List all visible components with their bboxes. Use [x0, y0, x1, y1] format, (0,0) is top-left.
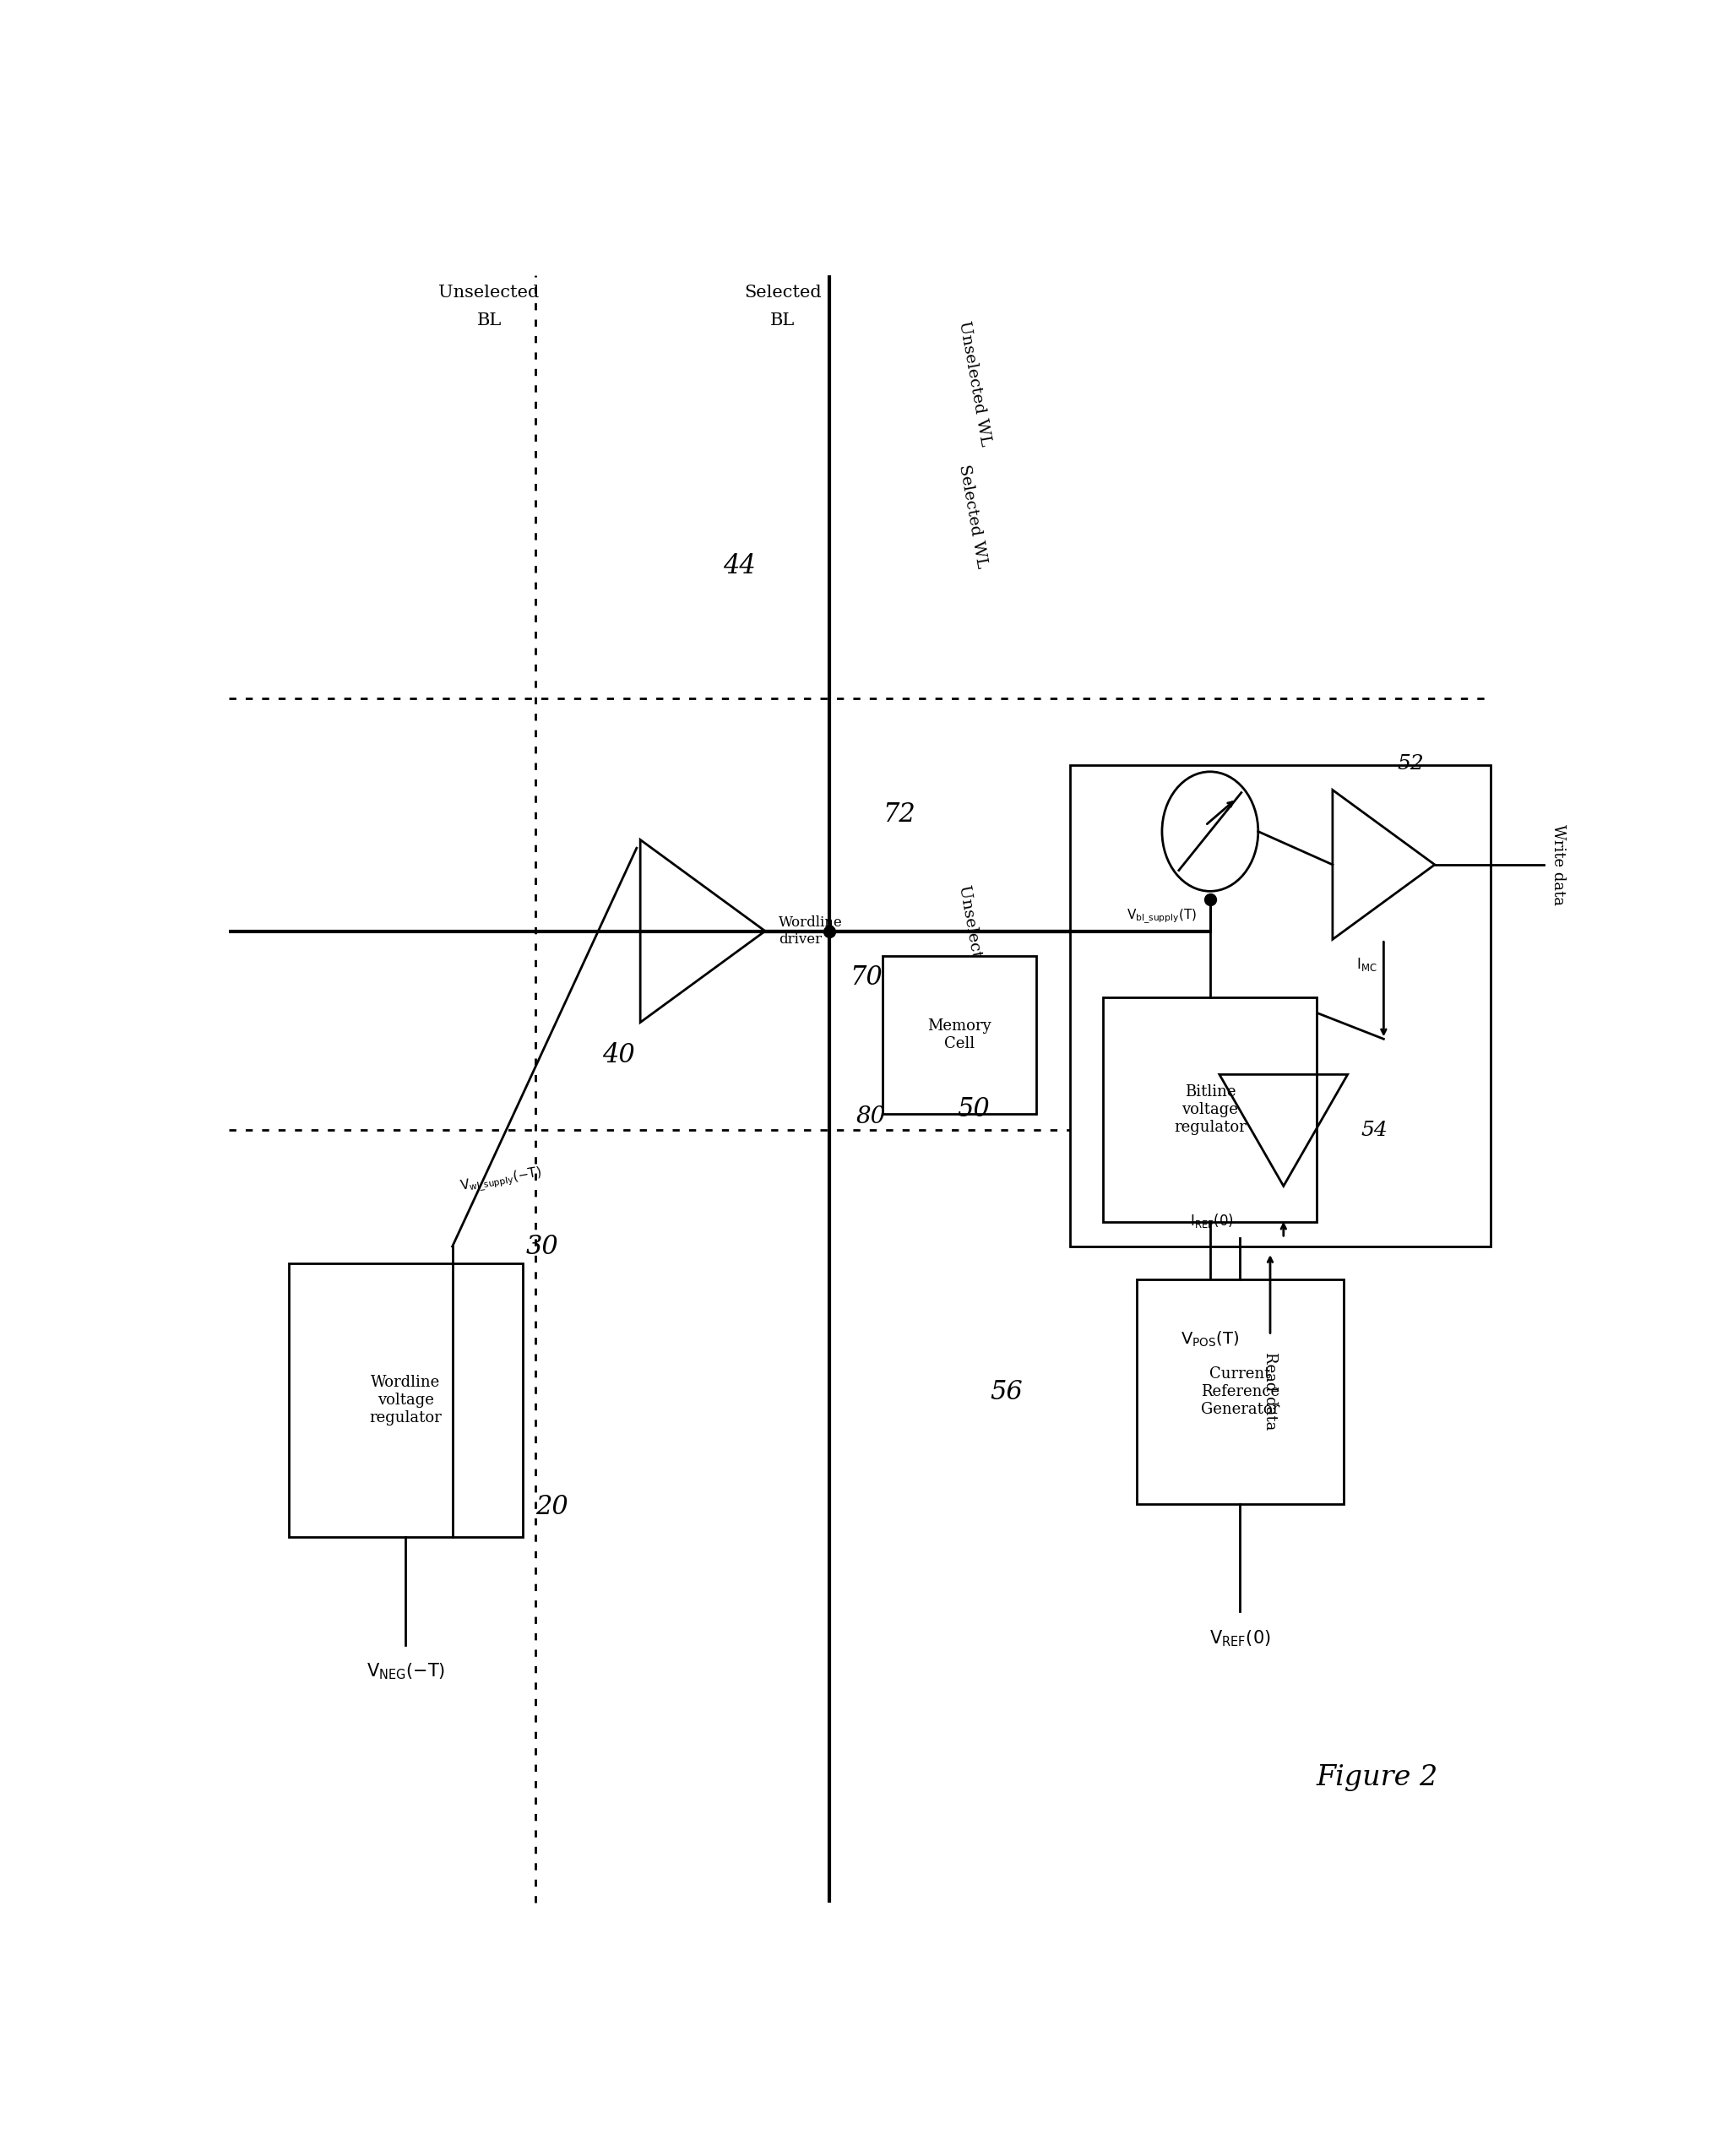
- Text: 56: 56: [990, 1378, 1023, 1406]
- Text: Current
Reference
Generator: Current Reference Generator: [1200, 1367, 1279, 1416]
- Bar: [289, 1263, 522, 1537]
- Text: Memory
Cell: Memory Cell: [928, 1018, 992, 1052]
- Text: BL: BL: [477, 313, 501, 328]
- Bar: [1137, 1281, 1343, 1505]
- Text: $\mathsf{V_{bl\_supply}(T)}$: $\mathsf{V_{bl\_supply}(T)}$: [1126, 908, 1197, 925]
- Text: 54: 54: [1360, 1121, 1388, 1141]
- Text: Unselected: Unselected: [439, 285, 539, 300]
- Text: $\mathsf{V_{REF}(0)}$: $\mathsf{V_{REF}(0)}$: [1209, 1628, 1271, 1647]
- Text: 42: 42: [882, 1018, 914, 1044]
- Bar: [1254, 1000, 1312, 1074]
- Text: Wordline
driver: Wordline driver: [778, 916, 842, 946]
- Text: $\mathsf{V_{POS}(T)}$: $\mathsf{V_{POS}(T)}$: [1180, 1330, 1238, 1348]
- Text: Wordline
voltage
regulator: Wordline voltage regulator: [369, 1376, 441, 1425]
- Text: Bitline
voltage
regulator: Bitline voltage regulator: [1173, 1084, 1245, 1134]
- Text: BL: BL: [770, 313, 796, 328]
- Bar: [1102, 998, 1316, 1222]
- Text: 44: 44: [723, 552, 756, 580]
- Text: 30: 30: [525, 1233, 558, 1259]
- Text: 40: 40: [603, 1044, 635, 1069]
- Text: Selected WL: Selected WL: [956, 464, 988, 569]
- Text: Selected: Selected: [744, 285, 821, 300]
- Text: $\mathsf{V_{NEG}(-T)}$: $\mathsf{V_{NEG}(-T)}$: [367, 1662, 444, 1682]
- Text: Write data: Write data: [1550, 824, 1565, 906]
- Text: 80: 80: [856, 1106, 885, 1128]
- Text: Figure 2: Figure 2: [1316, 1764, 1438, 1792]
- Text: Unselected WL: Unselected WL: [956, 884, 994, 1011]
- Text: 20: 20: [536, 1494, 568, 1520]
- Text: 72: 72: [882, 802, 914, 828]
- Text: Read data: Read data: [1262, 1352, 1278, 1429]
- Text: Unselected WL: Unselected WL: [956, 319, 994, 446]
- Text: $\mathsf{I_{REF}(0)}$: $\mathsf{I_{REF}(0)}$: [1190, 1212, 1233, 1229]
- Text: $\mathsf{I_{MC}}$: $\mathsf{I_{MC}}$: [1355, 955, 1376, 972]
- Text: 50: 50: [957, 1097, 990, 1123]
- Text: 70: 70: [849, 964, 882, 990]
- Text: $\mathsf{V_{wl\_supply}(-T)}$: $\mathsf{V_{wl\_supply}(-T)}$: [458, 1164, 542, 1197]
- Bar: [1069, 765, 1490, 1246]
- Text: 52: 52: [1397, 755, 1422, 774]
- Bar: [882, 955, 1037, 1115]
